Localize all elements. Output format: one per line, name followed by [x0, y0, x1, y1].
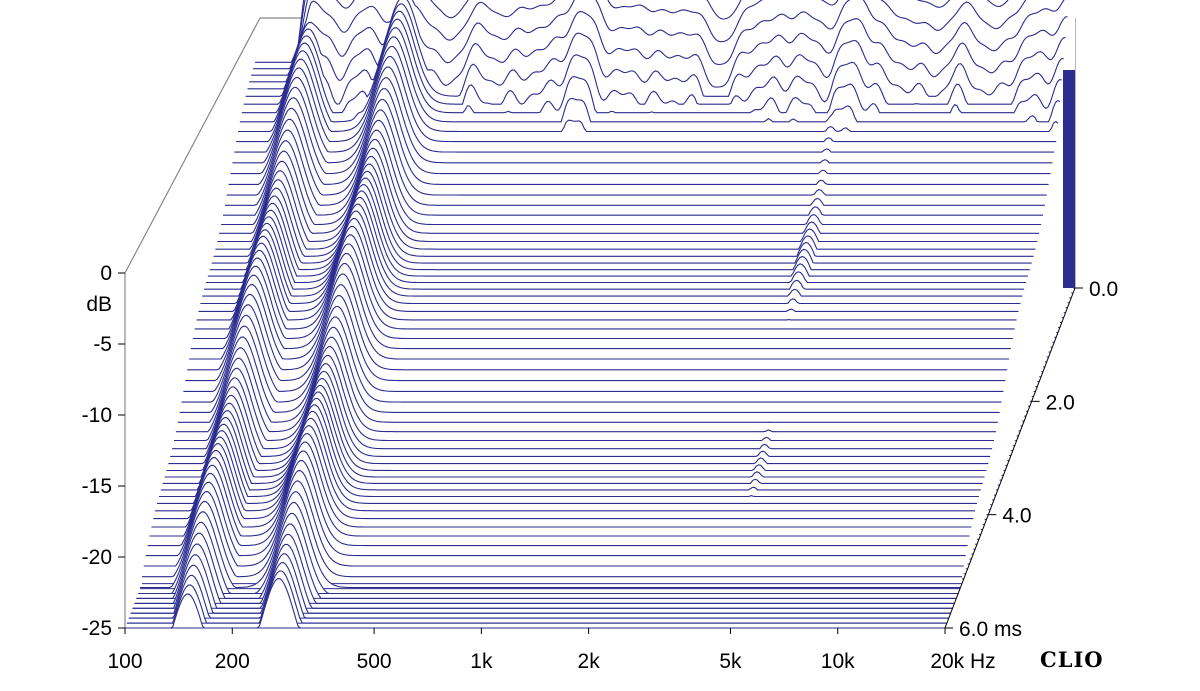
decay-slice [143, 480, 964, 567]
decay-slice [249, 0, 1065, 83]
decay-slice [190, 263, 1011, 350]
rear-edge-band [1063, 70, 1075, 288]
z-tick-label: 4.0 [1002, 505, 1031, 528]
y-tick-label: -5 [93, 333, 112, 356]
decay-slice [198, 225, 1019, 312]
x-tick-label: 200 [215, 650, 250, 673]
decay-slice [194, 243, 1015, 330]
x-tick-label: 20k Hz [930, 650, 995, 673]
decay-slice [185, 295, 1006, 382]
decay-slice [183, 305, 1004, 392]
slice-fill [151, 442, 972, 559]
decay-slice [179, 326, 1000, 413]
decay-slice [149, 450, 970, 537]
slice-fill [128, 562, 949, 619]
decay-slice [181, 316, 1002, 403]
decay-slice [142, 491, 962, 578]
x-tick-label: 10k [821, 650, 855, 673]
decay-slice [140, 502, 961, 589]
decay-slice [251, 0, 1027, 76]
decay-slice [234, 66, 1055, 153]
slice-fill [126, 571, 947, 624]
decay-slice [243, 18, 1064, 105]
decay-slices [125, 0, 1075, 629]
decay-slice [221, 139, 1042, 226]
slice-fill [130, 553, 951, 614]
x-tick-label: 5k [719, 650, 742, 673]
decay-slice [189, 273, 1010, 360]
decay-slice [177, 336, 998, 423]
decay-slice [230, 88, 1051, 175]
decay-slice [226, 109, 1047, 196]
y-tick-label: 0 [100, 262, 112, 285]
chart-axes: 100 200 500 1k 2k 5k 10k 20k Hz 0 -5 -10 -15 -20 -25 d… [82, 262, 1119, 673]
brand-label: CLIO [1040, 647, 1104, 672]
x-tick-label: 100 [107, 650, 142, 673]
x-tick-label: 2k [578, 650, 601, 673]
z-axis-line [944, 287, 1076, 629]
y-tick-label: -25 [82, 617, 112, 640]
decay-slice [239, 36, 1061, 123]
y-tick-label: -20 [82, 546, 112, 569]
y-tick-label: -10 [82, 404, 112, 427]
decay-slice [153, 433, 974, 520]
decay-slice [145, 470, 966, 557]
decay-slice [223, 129, 1043, 216]
y-axis-label: dB [86, 293, 112, 316]
slice-fill [125, 578, 945, 628]
y-tick-label: -15 [82, 475, 112, 498]
decay-slice [238, 45, 1059, 133]
decay-slice [151, 441, 972, 528]
z-tick-label: 6.0 ms [959, 618, 1022, 641]
decay-slice [192, 252, 1013, 340]
decay-slice [232, 77, 1053, 164]
slice-fill [153, 433, 974, 555]
decay-slice [147, 460, 968, 547]
x-tick-label: 1k [470, 650, 493, 673]
decay-slice [187, 284, 1008, 371]
z-tick-label: 2.0 [1046, 391, 1075, 414]
left-top-edge [124, 17, 261, 274]
decay-slice [228, 98, 1049, 185]
decay-slice [224, 119, 1045, 206]
z-tick-label: 0.0 [1089, 278, 1118, 301]
decay-slice [196, 234, 1017, 321]
decay-slice [236, 56, 1057, 143]
x-tick-label: 500 [357, 650, 392, 673]
decay-slice [253, 0, 1009, 70]
decay-slice [175, 346, 996, 433]
decay-slice [241, 27, 1062, 114]
